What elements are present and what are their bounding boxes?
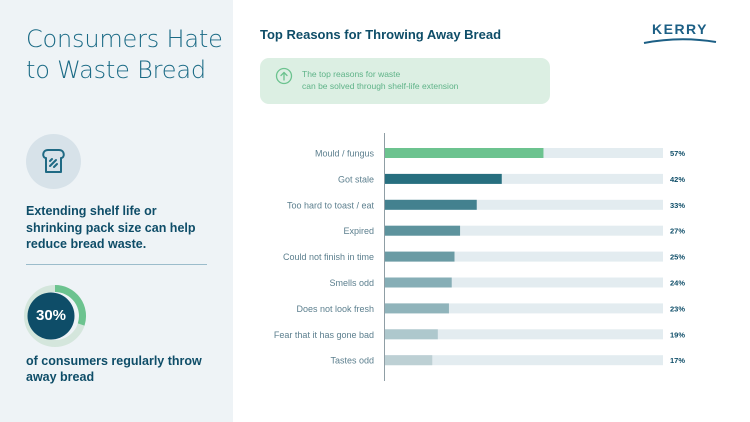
bar — [385, 355, 433, 366]
category-label: Fear that it has gone bad — [274, 330, 374, 340]
bar — [385, 303, 449, 314]
chart-axis-line — [384, 133, 385, 381]
banner-line-2: can be solved through shelf-life extensi… — [302, 80, 459, 91]
chart-title: Top Reasons for Throwing Away Bread — [260, 27, 502, 42]
donut-arc — [54, 285, 86, 326]
left-panel: Consumers Hate to Waste Bread Extending … — [0, 0, 233, 422]
value-label: 23% — [670, 304, 685, 313]
category-label: Too hard to toast / eat — [287, 200, 375, 210]
bar-track — [385, 303, 663, 314]
logo-text: KERRY — [652, 21, 708, 37]
bar — [385, 251, 455, 262]
bar-track — [385, 225, 663, 236]
category-label: Mould / fungus — [315, 149, 375, 159]
bread-icon-circle — [26, 134, 81, 189]
category-label: Got stale — [338, 174, 374, 184]
bar — [385, 148, 544, 158]
value-label: 42% — [670, 175, 685, 184]
bar — [385, 199, 477, 210]
bread-slice-icon — [42, 149, 65, 173]
value-label: 33% — [670, 201, 685, 210]
value-label: 27% — [670, 227, 685, 236]
divider — [26, 264, 207, 265]
info-banner: The top reasons for waste can be solved … — [260, 58, 550, 104]
value-label: 25% — [670, 253, 685, 262]
bar — [385, 329, 438, 340]
value-label: 57% — [670, 149, 685, 158]
kerry-logo: KERRY — [642, 22, 718, 45]
bar-track — [385, 251, 663, 262]
value-label: 19% — [670, 330, 685, 339]
donut-center — [27, 292, 75, 340]
bar-chart: Mould / fungus 57% Got stale 42% Too hard to… — [274, 148, 685, 366]
category-label: Expired — [343, 226, 374, 236]
headline: Consumers Hate to Waste Bread — [26, 25, 223, 84]
banner-text: The top reasons for waste can be solved … — [302, 69, 542, 92]
bar-track — [385, 173, 663, 184]
bar-track — [385, 355, 663, 366]
category-label: Smells odd — [329, 278, 374, 288]
value-label: 24% — [670, 279, 685, 288]
bar-track — [385, 329, 663, 340]
category-label: Tastes odd — [330, 356, 374, 366]
bar — [385, 173, 502, 184]
banner-line-1: The top reasons for waste — [302, 69, 401, 79]
value-label: 17% — [670, 356, 685, 365]
bar — [385, 277, 452, 288]
arrow-up-circle-icon — [275, 67, 293, 85]
kerry-swoosh-icon — [643, 38, 717, 44]
stat-text: of consumers regularly throw away bread — [26, 354, 202, 384]
bar-track — [385, 199, 663, 210]
callout-text: Extending shelf life or shrinking pack s… — [26, 204, 196, 251]
category-label: Could not finish in time — [283, 252, 374, 262]
stat-donut — [24, 285, 86, 347]
bar-track — [385, 277, 663, 288]
bar — [385, 225, 461, 236]
category-label: Does not look fresh — [296, 304, 374, 314]
stat-value: 30% — [35, 307, 67, 324]
